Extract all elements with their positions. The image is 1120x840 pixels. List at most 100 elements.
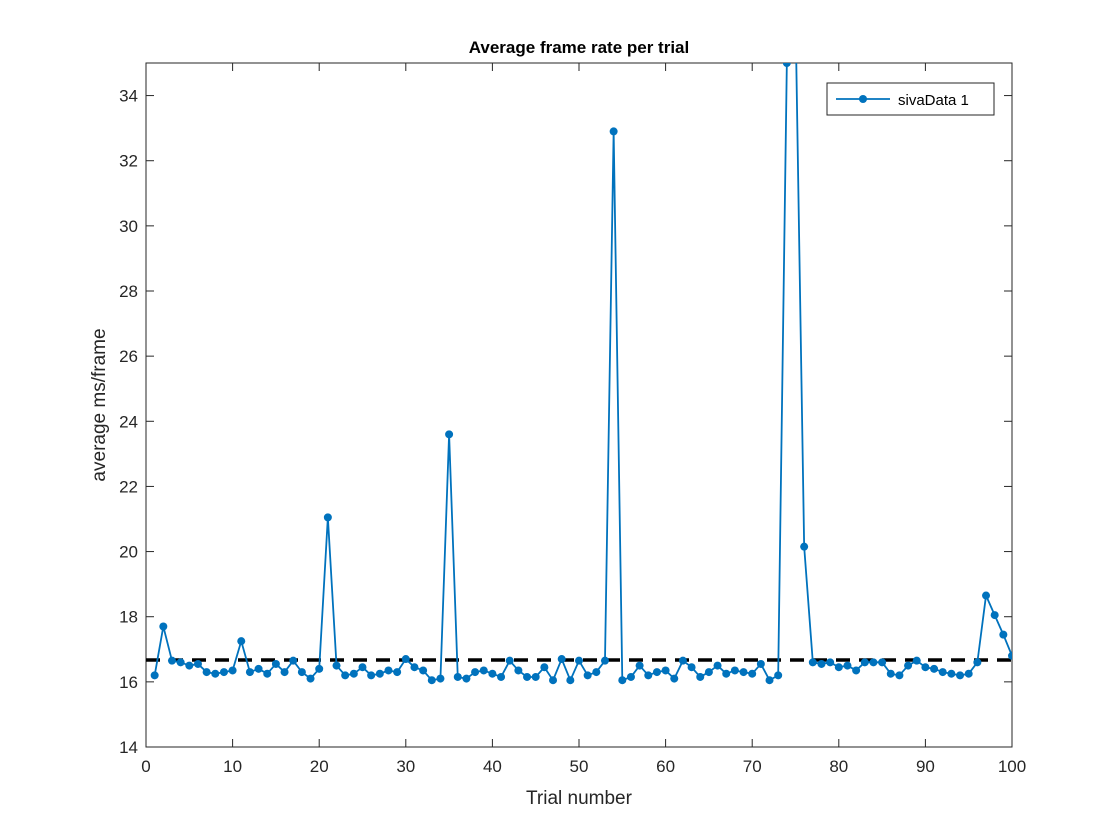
data-point: [341, 671, 350, 680]
x-tick-label: 30: [396, 757, 415, 776]
data-point: [904, 661, 913, 670]
plot-area: 0 10 20 30 40 50 60 70 80 90 100 14 16 18 20 22 24 26 28 30…: [119, 62, 1026, 776]
x-tick-label: 90: [916, 757, 935, 776]
plot-data-layer: [146, 63, 1012, 685]
x-tick-label: 100: [998, 757, 1026, 776]
y-tick-label: 32: [119, 152, 138, 171]
data-point: [332, 661, 341, 670]
data-point: [237, 637, 246, 646]
x-tick-label: 40: [483, 757, 502, 776]
data-point: [271, 659, 280, 668]
data-point: [167, 656, 176, 665]
data-point: [947, 669, 956, 678]
x-tick-label: 80: [829, 757, 848, 776]
data-point: [453, 672, 462, 681]
data-point: [895, 671, 904, 680]
data-point: [609, 127, 618, 136]
data-point: [427, 676, 436, 685]
chart-title: Average frame rate per trial: [469, 38, 689, 57]
data-point: [748, 669, 757, 678]
data-point: [384, 666, 393, 675]
data-point: [878, 658, 887, 667]
data-point: [644, 671, 653, 680]
data-point: [245, 668, 254, 677]
series-line: [153, 63, 1012, 682]
data-point: [297, 668, 306, 677]
data-point: [834, 663, 843, 672]
x-tick-label: 60: [656, 757, 675, 776]
data-point: [185, 661, 194, 670]
y-tick-label: 28: [119, 282, 138, 301]
x-tick-label: 10: [223, 757, 242, 776]
y-tick-label: 20: [119, 543, 138, 562]
y-tick-label: 14: [119, 738, 138, 757]
data-point: [159, 622, 168, 631]
data-point: [349, 669, 358, 678]
data-point: [652, 668, 661, 677]
data-point: [557, 655, 566, 664]
legend: sivaData 1: [826, 82, 995, 116]
data-point: [219, 668, 228, 677]
data-point: [938, 668, 947, 677]
y-tick-label: 24: [119, 412, 138, 431]
data-point: [228, 666, 237, 675]
data-point: [921, 663, 930, 672]
data-point: [826, 658, 835, 667]
data-point: [193, 659, 202, 668]
data-point: [540, 663, 549, 672]
x-tick-label: 70: [743, 757, 762, 776]
data-point: [523, 672, 532, 681]
data-point: [289, 656, 298, 665]
data-point: [618, 676, 627, 685]
data-point: [150, 671, 159, 680]
data-point: [375, 669, 384, 678]
data-point: [956, 671, 965, 680]
data-point: [531, 672, 540, 681]
data-point: [765, 676, 774, 685]
y-tick-label: 16: [119, 673, 138, 692]
data-point: [999, 630, 1008, 639]
data-point: [393, 668, 402, 677]
data-point: [661, 666, 670, 675]
data-point: [843, 661, 852, 670]
data-point: [471, 668, 480, 677]
x-tick-label: 50: [570, 757, 589, 776]
data-point: [930, 664, 939, 673]
data-point: [860, 658, 869, 667]
data-point: [704, 668, 713, 677]
data-point: [211, 669, 220, 678]
data-point: [817, 659, 826, 668]
data-point: [505, 656, 514, 665]
data-point: [808, 658, 817, 667]
data-point: [479, 666, 488, 675]
data-point: [410, 663, 419, 672]
y-tick-label: 22: [119, 477, 138, 496]
y-tick-label: 34: [119, 87, 138, 106]
data-point: [419, 666, 428, 675]
data-point: [566, 676, 575, 685]
y-tick-label: 26: [119, 347, 138, 366]
data-point: [445, 430, 454, 439]
data-point: [323, 513, 332, 522]
data-point: [488, 669, 497, 678]
data-point: [358, 663, 367, 672]
data-point: [670, 674, 679, 683]
data-point: [990, 611, 999, 620]
data-point: [626, 672, 635, 681]
legend-entry-label: sivaData 1: [898, 92, 969, 109]
data-point: [176, 658, 185, 667]
legend-marker: [859, 95, 867, 103]
data-point: [583, 671, 592, 680]
data-point: [549, 676, 558, 685]
data-point: [852, 666, 861, 675]
data-point: [254, 664, 263, 673]
data-point: [462, 674, 471, 683]
data-point: [436, 674, 445, 683]
data-point: [635, 661, 644, 670]
data-point: [739, 668, 748, 677]
data-point: [401, 655, 410, 664]
x-axis-label: Trial number: [526, 788, 633, 809]
x-tick-label: 0: [141, 757, 150, 776]
